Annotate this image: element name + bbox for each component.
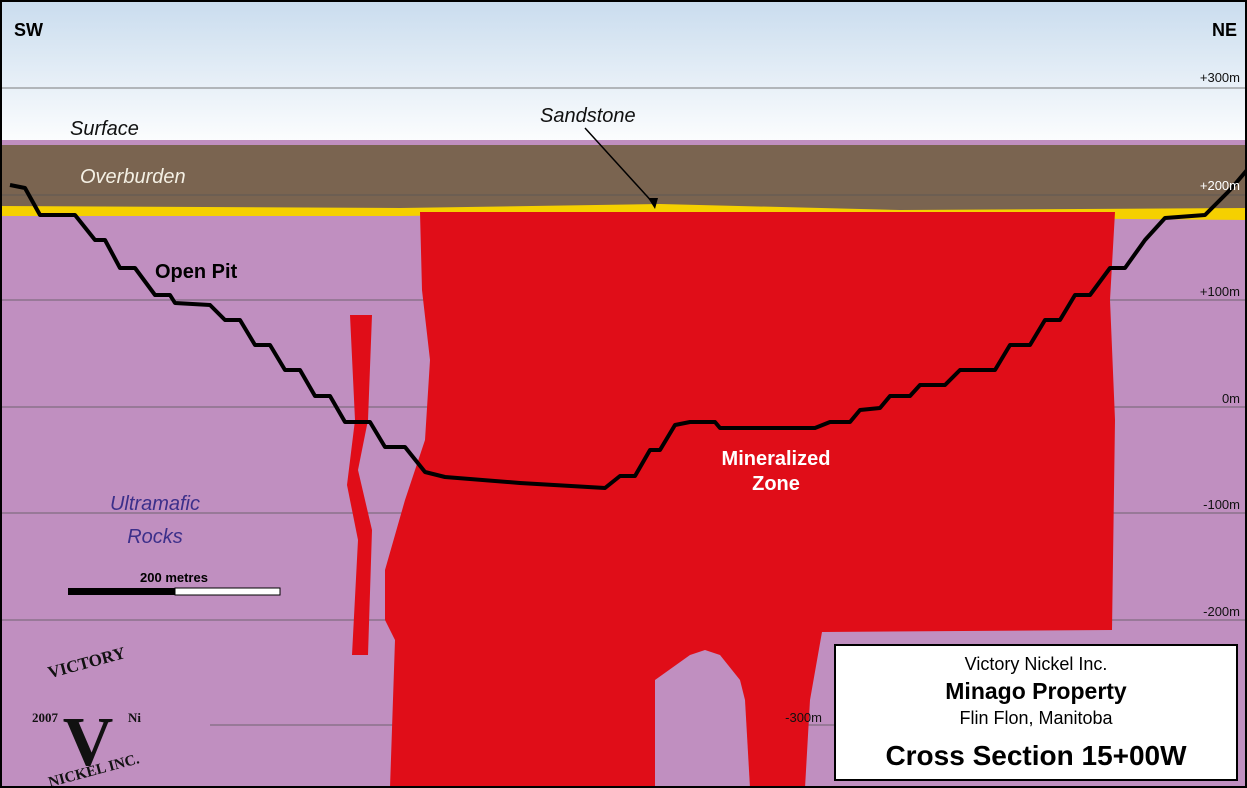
section-title: Cross Section 15+00W (885, 740, 1187, 771)
layer-label: Overburden (80, 166, 186, 188)
layer-label: Rocks (127, 526, 183, 548)
cross-section: SW NE Surface Sandstone Overburden Open … (0, 0, 1247, 788)
layer-label: Ultramafic (110, 493, 200, 515)
company: Victory Nickel Inc. (965, 654, 1108, 674)
elevation-label: -200m (1203, 604, 1240, 619)
direction-label: NE (1212, 20, 1237, 40)
logo-text: 2007 (32, 710, 59, 725)
scale-bar (175, 588, 280, 595)
sky (0, 0, 1247, 150)
layer-label: Zone (752, 473, 800, 495)
layer-label: Open Pit (155, 261, 238, 283)
elevation-label: 0m (1222, 391, 1240, 406)
direction-label: SW (14, 20, 43, 40)
property: Minago Property (945, 678, 1127, 704)
elevation-label: -300m (785, 710, 822, 725)
logo-text: Ni (128, 710, 141, 725)
elevation-label: +300m (1200, 70, 1240, 85)
elevation-label: -100m (1203, 497, 1240, 512)
elevation-label: +200m (1200, 178, 1240, 193)
elevation-label: +100m (1200, 284, 1240, 299)
scale-bar (68, 588, 175, 595)
scale-label: 200 metres (140, 570, 208, 585)
layer-label: Surface (70, 118, 139, 140)
layer-label: Mineralized (722, 448, 831, 470)
location: Flin Flon, Manitoba (959, 708, 1113, 728)
layer-label: Sandstone (540, 105, 636, 127)
overburden (0, 145, 1247, 212)
